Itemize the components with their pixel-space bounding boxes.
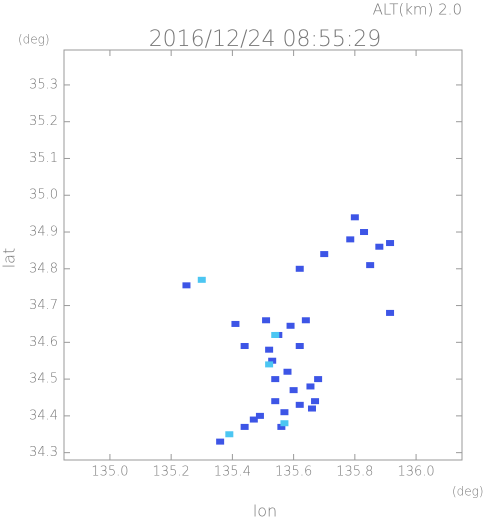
echo bbox=[216, 438, 225, 445]
y-axis-label: lat bbox=[0, 248, 19, 269]
echo bbox=[271, 398, 280, 405]
echo bbox=[268, 357, 277, 364]
echo bbox=[283, 368, 292, 375]
y-tick-label: 34.9 bbox=[29, 225, 58, 240]
echo bbox=[262, 317, 271, 324]
echo bbox=[197, 276, 206, 283]
echo bbox=[386, 240, 395, 247]
echo bbox=[386, 309, 395, 316]
echo bbox=[314, 376, 323, 383]
echo bbox=[286, 322, 295, 329]
echo bbox=[295, 343, 304, 350]
echo bbox=[306, 383, 315, 390]
echo bbox=[240, 423, 249, 430]
echo bbox=[231, 320, 240, 327]
echo bbox=[182, 282, 191, 289]
echo bbox=[280, 409, 289, 416]
x-tick-label: 135.6 bbox=[275, 465, 312, 480]
echo bbox=[311, 398, 320, 405]
echo bbox=[307, 405, 316, 412]
echo bbox=[265, 346, 274, 353]
echo bbox=[360, 229, 369, 236]
echo bbox=[295, 265, 304, 272]
altitude-label: ALT(km) 2.0 bbox=[373, 1, 462, 19]
echo bbox=[295, 401, 304, 408]
echo bbox=[366, 262, 375, 269]
echo bbox=[277, 423, 286, 430]
echo bbox=[346, 236, 355, 243]
echo bbox=[320, 251, 329, 258]
y-tick-label: 35.3 bbox=[29, 77, 58, 92]
echo bbox=[271, 331, 280, 338]
y-tick-label: 35.0 bbox=[29, 188, 58, 203]
echo bbox=[249, 416, 258, 423]
echo bbox=[255, 412, 264, 419]
x-tick-label: 135.0 bbox=[91, 465, 128, 480]
echo bbox=[301, 317, 310, 324]
echo bbox=[271, 376, 280, 383]
y-tick-label: 34.5 bbox=[29, 372, 58, 387]
y-tick-label: 35.2 bbox=[29, 114, 58, 129]
echo bbox=[280, 420, 289, 427]
y-tick-label: 34.4 bbox=[29, 408, 58, 423]
echo bbox=[375, 243, 384, 250]
x-tick-label: 135.2 bbox=[153, 465, 190, 480]
echo bbox=[240, 343, 249, 350]
x-tick-label: 136.0 bbox=[397, 465, 434, 480]
echo bbox=[289, 387, 298, 394]
echo bbox=[225, 431, 234, 438]
echo bbox=[350, 214, 359, 221]
echo bbox=[265, 361, 274, 368]
plot-frame bbox=[63, 49, 463, 461]
y-tick-label: 34.7 bbox=[29, 298, 58, 313]
y-tick-label: 35.1 bbox=[29, 151, 58, 166]
y-tick-label: 34.6 bbox=[29, 335, 58, 350]
y-unit: (deg) bbox=[18, 33, 50, 47]
x-unit: (deg) bbox=[452, 485, 484, 499]
x-tick-label: 135.4 bbox=[214, 465, 251, 480]
x-axis-label: lon bbox=[253, 502, 277, 521]
y-tick-label: 34.3 bbox=[29, 445, 58, 460]
chart-title: 2016/12/24 08:55:29 bbox=[149, 27, 382, 52]
x-tick-label: 135.8 bbox=[336, 465, 373, 480]
y-tick-label: 34.8 bbox=[29, 261, 58, 276]
